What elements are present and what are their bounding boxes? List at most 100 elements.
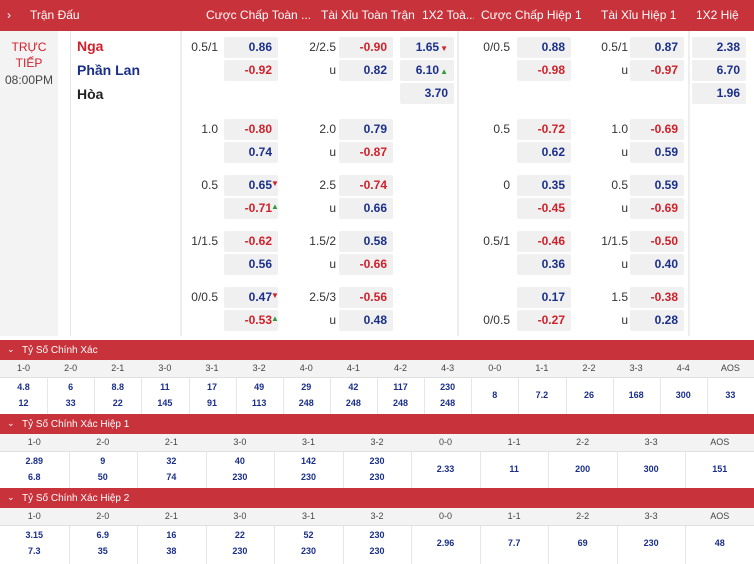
chevron-down-icon[interactable]: ⌄: [7, 418, 15, 428]
h1-ou-over-odd[interactable]: 0.87: [630, 37, 684, 58]
score-odd-bottom[interactable]: 248: [393, 398, 409, 408]
score-odd-bottom[interactable]: 230: [300, 472, 316, 482]
h1-ah-home-odd[interactable]: -0.46: [517, 231, 571, 252]
score-odd-bottom[interactable]: 50: [97, 472, 108, 482]
score-odd-single[interactable]: 26: [584, 390, 595, 400]
score-odd-single[interactable]: 7.2: [535, 390, 549, 400]
score-odd-top[interactable]: 6.9: [96, 530, 110, 540]
ah-away-odd[interactable]: 0.56: [224, 254, 278, 275]
score-odd-top[interactable]: 16: [166, 530, 177, 540]
h1-ah-home-odd[interactable]: 0.88: [517, 37, 571, 58]
header-ou-h1[interactable]: Tài Xỉu Hiệp 1: [601, 8, 677, 22]
h1-ou-over-odd[interactable]: 0.59: [630, 175, 684, 196]
ou-under-odd[interactable]: 0.82: [339, 60, 393, 81]
ah-home-odd[interactable]: -0.80: [224, 119, 278, 140]
score-odd-single[interactable]: 2.96: [436, 538, 455, 548]
score-odd-bottom[interactable]: 22: [112, 398, 123, 408]
score-odd-single[interactable]: 300: [643, 464, 659, 474]
score-odd-bottom[interactable]: 6.8: [28, 472, 41, 482]
away-team[interactable]: Phần Lan: [77, 62, 141, 78]
h1-ou-under-odd[interactable]: 0.40: [630, 254, 684, 275]
h1-ah-away-odd[interactable]: -0.27: [517, 310, 571, 331]
ou-over-odd[interactable]: 0.58: [339, 231, 393, 252]
section-header[interactable]: ⌄ Tỷ Số Chính Xác: [0, 340, 754, 360]
score-odd-single[interactable]: 11: [509, 464, 519, 474]
score-odd-bottom[interactable]: 230: [369, 472, 385, 482]
section-header[interactable]: ⌄ Tỷ Số Chính Xác Hiệp 1: [0, 414, 754, 434]
score-odd-bottom[interactable]: 230: [300, 546, 316, 556]
ah-away-odd[interactable]: -0.53: [224, 310, 278, 331]
score-odd-top[interactable]: 230: [440, 382, 456, 392]
chevron-down-icon[interactable]: ⌄: [7, 344, 15, 354]
score-odd-top[interactable]: 11: [160, 382, 170, 392]
h1-ah-away-odd[interactable]: -0.45: [517, 198, 571, 219]
score-odd-top[interactable]: 142: [300, 456, 316, 466]
ah-home-odd[interactable]: -0.62: [224, 231, 278, 252]
ou-under-odd[interactable]: -0.87: [339, 142, 393, 163]
score-odd-bottom[interactable]: 145: [157, 398, 173, 408]
score-odd-single[interactable]: 151: [712, 464, 728, 474]
ou-over-odd[interactable]: -0.56: [339, 287, 393, 308]
h1-ah-home-odd[interactable]: -0.72: [517, 119, 571, 140]
score-odd-single[interactable]: 300: [675, 390, 691, 400]
ou-under-odd[interactable]: 0.48: [339, 310, 393, 331]
score-odd-top[interactable]: 2.89: [25, 456, 44, 466]
score-odd-single[interactable]: 7.7: [507, 538, 521, 548]
score-odd-single[interactable]: 48: [714, 538, 725, 548]
score-odd-top[interactable]: 29: [301, 382, 312, 392]
header-ou-full[interactable]: Tài Xỉu Toàn Trận: [321, 8, 415, 22]
score-odd-bottom[interactable]: 74: [166, 472, 177, 482]
score-odd-top[interactable]: 117: [393, 382, 408, 392]
1x2-full-odd-0[interactable]: 1.65▼: [400, 37, 454, 58]
ou-over-odd[interactable]: -0.74: [339, 175, 393, 196]
header-ah-full[interactable]: Cược Chấp Toàn ...: [206, 8, 310, 22]
score-odd-top[interactable]: 4.8: [17, 382, 30, 392]
score-odd-bottom[interactable]: 91: [207, 398, 218, 408]
score-odd-single[interactable]: 2.33: [436, 464, 455, 474]
score-odd-bottom[interactable]: 35: [97, 546, 108, 556]
ah-away-odd[interactable]: -0.92: [224, 60, 278, 81]
ah-home-odd[interactable]: 0.65: [224, 175, 278, 196]
score-odd-single[interactable]: 69: [577, 538, 588, 548]
score-odd-top[interactable]: 22: [234, 530, 245, 540]
chevron-down-icon[interactable]: ⌄: [7, 492, 15, 502]
score-odd-bottom[interactable]: 248: [345, 398, 361, 408]
1x2-h1-odd-1[interactable]: 6.70: [692, 60, 746, 81]
header-ah-h1[interactable]: Cược Chấp Hiệp 1: [481, 8, 582, 22]
h1-ah-away-odd[interactable]: 0.36: [517, 254, 571, 275]
score-odd-top[interactable]: 49: [254, 382, 265, 392]
score-odd-bottom[interactable]: 113: [251, 398, 267, 408]
1x2-full-odd-1[interactable]: 6.10▲: [400, 60, 454, 81]
score-odd-top[interactable]: 230: [369, 456, 385, 466]
h1-ou-under-odd[interactable]: 0.59: [630, 142, 684, 163]
ou-under-odd[interactable]: -0.66: [339, 254, 393, 275]
score-odd-top[interactable]: 3.15: [25, 530, 44, 540]
score-odd-bottom[interactable]: 230: [232, 546, 248, 556]
header-1x2-full[interactable]: 1X2 Toà...: [422, 8, 474, 22]
ou-under-odd[interactable]: 0.66: [339, 198, 393, 219]
score-odd-bottom[interactable]: 230: [369, 546, 385, 556]
score-odd-single[interactable]: 33: [725, 390, 736, 400]
ah-away-odd[interactable]: -0.71: [224, 198, 278, 219]
ou-over-odd[interactable]: 0.79: [339, 119, 393, 140]
h1-ah-away-odd[interactable]: -0.98: [517, 60, 571, 81]
header-1x2-h1[interactable]: 1X2 Hiệ: [696, 8, 739, 22]
score-odd-bottom[interactable]: 230: [232, 472, 248, 482]
ah-home-odd[interactable]: 0.47: [224, 287, 278, 308]
score-odd-top[interactable]: 40: [234, 456, 245, 466]
score-odd-top[interactable]: 52: [303, 530, 314, 540]
score-odd-top[interactable]: 6: [68, 382, 74, 392]
score-odd-bottom[interactable]: 33: [65, 398, 76, 408]
score-odd-top[interactable]: 32: [166, 456, 177, 466]
1x2-h1-odd-2[interactable]: 1.96: [692, 83, 746, 104]
score-odd-single[interactable]: 168: [628, 390, 644, 400]
chevron-right-icon[interactable]: ›: [7, 8, 11, 22]
home-team[interactable]: Nga: [77, 38, 104, 54]
score-odd-bottom[interactable]: 38: [166, 546, 177, 556]
ou-over-odd[interactable]: -0.90: [339, 37, 393, 58]
h1-ah-home-odd[interactable]: 0.35: [517, 175, 571, 196]
score-odd-top[interactable]: 9: [100, 456, 106, 466]
score-odd-single[interactable]: 8: [492, 390, 498, 400]
h1-ou-over-odd[interactable]: -0.38: [630, 287, 684, 308]
h1-ou-under-odd[interactable]: -0.69: [630, 198, 684, 219]
